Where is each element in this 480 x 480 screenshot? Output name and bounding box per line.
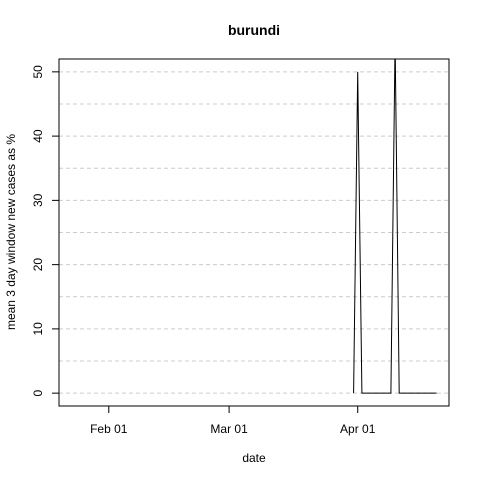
y-tick-label: 40 — [31, 129, 45, 143]
y-tick-label: 50 — [31, 65, 45, 79]
axes: Feb 01 Mar 01 Apr 01 0 10 20 30 40 50 — [31, 65, 376, 436]
x-tick-label: Apr 01 — [340, 422, 376, 436]
y-axis-label: mean 3 day window new cases as % — [4, 134, 18, 330]
y-tick-label: 20 — [31, 258, 45, 272]
y-tick-label: 0 — [31, 389, 45, 396]
x-axis-label: date — [242, 451, 266, 465]
y-tick-label: 10 — [31, 322, 45, 336]
x-tick-label: Feb 01 — [90, 422, 128, 436]
chart-title: burundi — [228, 22, 280, 38]
series-line — [353, 59, 437, 394]
y-tick-label: 30 — [31, 193, 45, 207]
x-tick-label: Mar 01 — [210, 422, 248, 436]
series-layer — [353, 59, 437, 394]
grid — [59, 71, 449, 394]
